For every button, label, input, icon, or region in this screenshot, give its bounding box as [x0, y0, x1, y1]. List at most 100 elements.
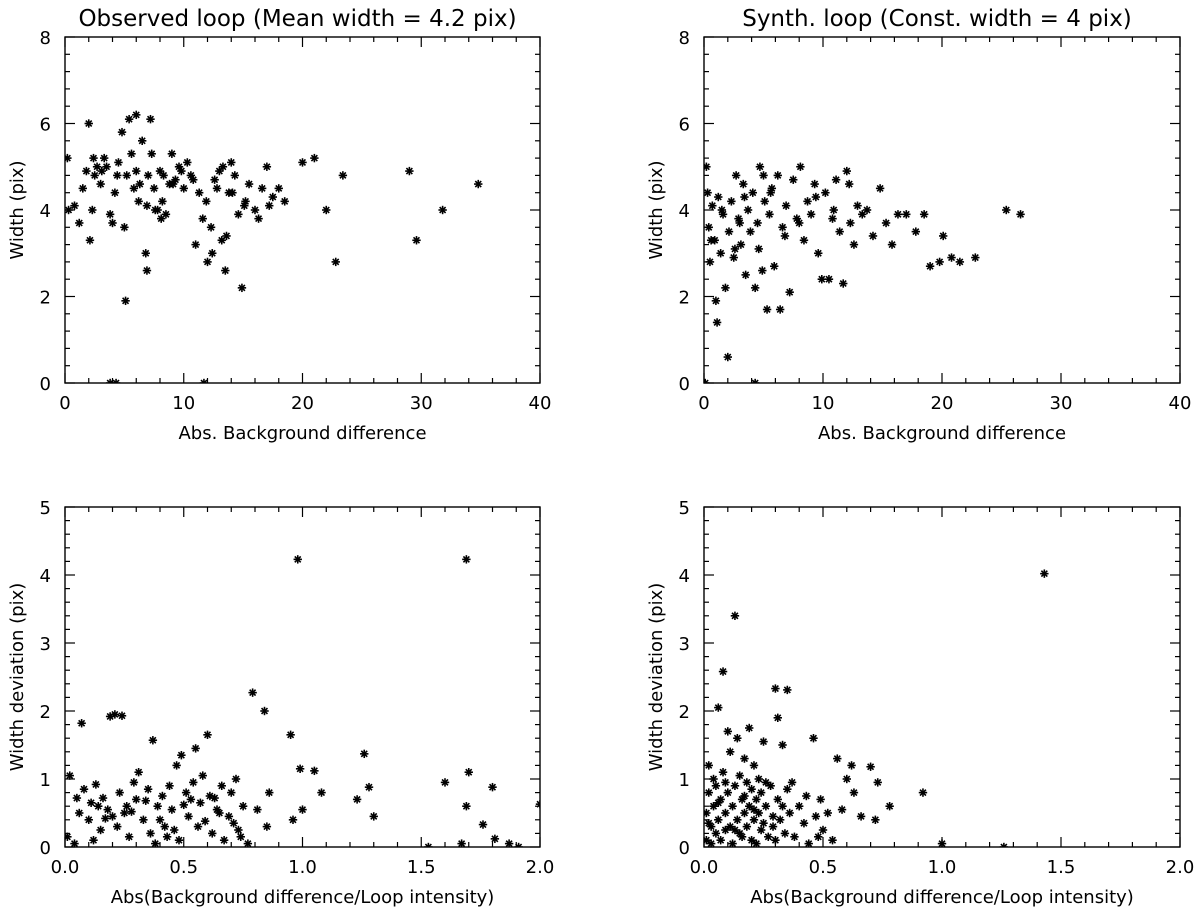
data-point — [219, 836, 229, 845]
y-tick-label: 6 — [40, 115, 51, 136]
data-point — [839, 279, 848, 288]
data-point — [203, 730, 212, 739]
y-tick-label: 4 — [679, 201, 690, 222]
y-tick-label: 2 — [40, 288, 51, 309]
x-tick-label: 0.5 — [809, 857, 838, 878]
data-point — [224, 812, 234, 821]
data-point — [711, 781, 721, 790]
data-point — [237, 283, 247, 293]
data-point — [132, 110, 141, 120]
data-point — [143, 785, 153, 794]
data-point — [151, 839, 160, 847]
data-point — [742, 778, 752, 787]
data-point — [773, 171, 782, 180]
data-point — [101, 814, 110, 823]
panel-2: 0 10 20 30 40 0 2 4 6 8 Abs. Background difference… — [646, 6, 1191, 444]
data-point — [262, 162, 272, 171]
data-point — [770, 262, 779, 271]
data-point — [775, 815, 785, 824]
data-point — [198, 771, 207, 780]
data-point — [146, 829, 155, 838]
data-point — [750, 283, 760, 293]
data-point — [887, 240, 897, 249]
data-point — [200, 816, 210, 826]
data-point — [88, 205, 97, 215]
data-point — [749, 805, 759, 814]
data-point — [191, 240, 200, 249]
data-point — [730, 611, 740, 620]
data-points — [704, 162, 1025, 383]
data-point — [189, 175, 198, 184]
data-point — [778, 740, 787, 750]
data-point — [114, 158, 123, 167]
data-point — [748, 188, 757, 197]
data-points — [704, 569, 1049, 847]
data-point — [723, 788, 732, 797]
data-point — [749, 815, 759, 824]
data-point — [721, 283, 730, 293]
plot-frame — [64, 36, 541, 384]
y-tick-label: 1 — [679, 770, 690, 791]
data-point — [96, 825, 105, 835]
data-point — [120, 223, 129, 232]
x-tick-label: 1.5 — [407, 857, 436, 878]
data-point — [236, 832, 245, 841]
data-point — [999, 842, 1009, 847]
data-point — [764, 832, 773, 841]
data-point — [504, 839, 514, 847]
data-point — [298, 805, 307, 814]
data-point — [134, 197, 143, 206]
data-point — [153, 802, 162, 811]
data-point — [795, 218, 804, 228]
data-point — [317, 788, 326, 797]
data-point — [866, 762, 875, 771]
data-point — [129, 778, 139, 787]
data-point — [179, 800, 188, 810]
data-point — [780, 231, 790, 241]
data-point — [783, 685, 792, 695]
data-point — [117, 711, 127, 720]
data-point — [149, 184, 159, 193]
data-point — [735, 771, 744, 780]
data-point — [113, 171, 122, 180]
data-point — [274, 184, 283, 193]
data-point — [817, 275, 827, 284]
data-point — [706, 236, 716, 245]
data-point — [704, 788, 713, 797]
data-point — [113, 822, 122, 831]
data-point — [828, 836, 837, 845]
data-point — [244, 179, 254, 189]
data-point — [286, 730, 295, 739]
data-point — [778, 802, 787, 811]
data-point — [478, 820, 488, 829]
data-point — [844, 179, 854, 189]
panel-1: 0 10 20 30 40 0 2 4 6 8 Abs. Background difference… — [7, 6, 551, 444]
data-point — [810, 179, 819, 189]
data-point — [177, 166, 186, 176]
data-point — [711, 296, 721, 306]
data-point — [253, 805, 262, 814]
data-point — [712, 318, 722, 327]
data-point — [230, 171, 240, 180]
y-tick-label: 1 — [40, 770, 51, 791]
data-point — [704, 223, 713, 232]
data-point — [740, 754, 749, 763]
data-point — [823, 808, 832, 818]
data-point — [90, 171, 99, 180]
data-point — [730, 244, 740, 254]
data-point — [438, 205, 447, 215]
data-point — [775, 305, 785, 314]
data-point — [135, 179, 145, 189]
data-point — [535, 799, 540, 809]
data-point — [847, 761, 856, 770]
data-point — [65, 832, 72, 841]
data-point — [143, 171, 153, 180]
data-point — [227, 158, 236, 167]
data-point — [462, 555, 471, 564]
data-point — [110, 188, 120, 197]
data-point — [745, 723, 754, 733]
data-point — [723, 727, 732, 736]
data-point — [754, 808, 763, 818]
data-point — [115, 788, 124, 797]
data-point — [714, 798, 723, 807]
